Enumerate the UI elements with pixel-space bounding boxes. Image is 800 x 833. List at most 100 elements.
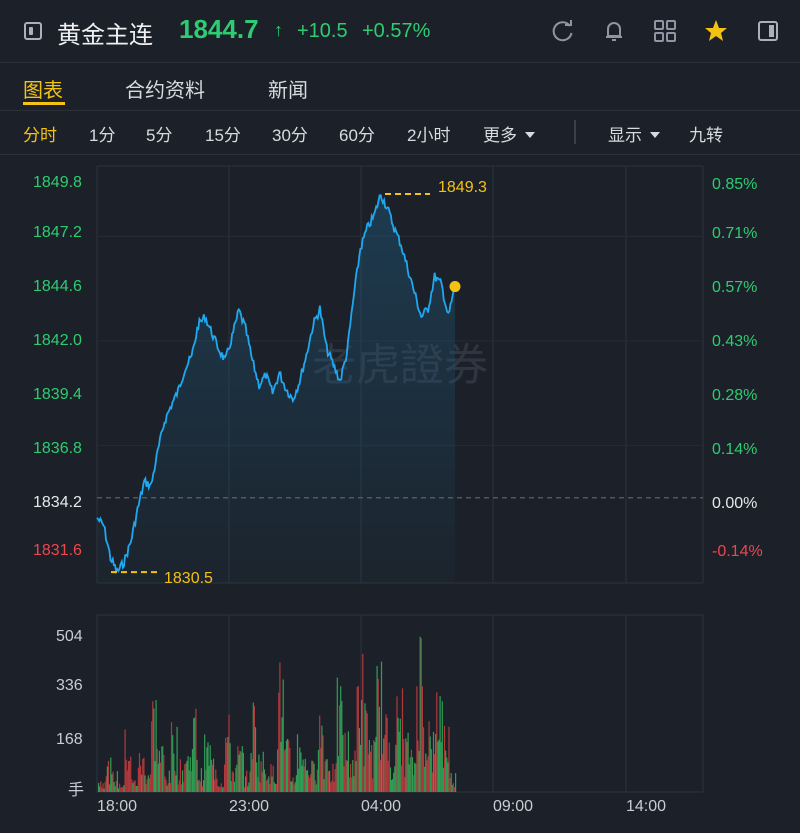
- volume-bar: [345, 759, 347, 792]
- high-label: 1849.3: [438, 179, 487, 196]
- volume-bar: [126, 770, 128, 792]
- volume-bar: [100, 781, 102, 792]
- volume-bar: [175, 775, 177, 792]
- panel-icon[interactable]: [755, 18, 781, 44]
- volume-bar: [380, 661, 383, 792]
- period-15m[interactable]: 15分: [205, 126, 241, 145]
- volume-tick: 168: [56, 731, 83, 748]
- nine-turn-toggle[interactable]: 九转: [689, 126, 723, 145]
- volume-bar: [377, 679, 379, 792]
- volume-bar: [169, 783, 171, 792]
- volume-bar: [288, 740, 290, 792]
- volume-bar: [376, 665, 378, 792]
- volume-bar: [353, 776, 355, 792]
- volume-bar: [426, 760, 428, 792]
- volume-bar: [269, 784, 271, 792]
- volume-bar: [144, 775, 146, 792]
- period-5m[interactable]: 5分: [146, 126, 173, 145]
- volume-bar: [389, 767, 391, 792]
- refresh-icon[interactable]: [550, 18, 576, 44]
- volume-bar: [245, 776, 247, 792]
- price-line: [96, 194, 456, 575]
- volume-bar: [435, 734, 437, 792]
- volume-bar: [331, 780, 333, 792]
- volume-bar: [352, 760, 354, 792]
- caret-down-icon: [650, 131, 660, 138]
- sidebar-icon[interactable]: [24, 22, 42, 40]
- volume-bar: [254, 727, 257, 792]
- volume-bar: [204, 734, 206, 792]
- period-30m[interactable]: 30分: [272, 126, 308, 145]
- volume-bar: [284, 748, 286, 792]
- volume-bar: [408, 764, 410, 792]
- more-dropdown[interactable]: 更多: [483, 121, 535, 146]
- volume-bar: [319, 715, 321, 792]
- star-icon[interactable]: [703, 18, 729, 44]
- volume-bar: [329, 770, 331, 792]
- volume-bar: [361, 700, 363, 792]
- volume-bar: [343, 766, 345, 792]
- volume-bar: [180, 784, 183, 792]
- volume-bar: [413, 775, 415, 792]
- volume-bar: [154, 761, 156, 792]
- volume-bar: [321, 725, 323, 792]
- volume-bar: [190, 771, 192, 792]
- volume-bar: [123, 785, 125, 792]
- y-tick-left: 1836.8: [33, 440, 82, 457]
- tab-news[interactable]: 新闻: [268, 80, 308, 102]
- volume-bar: [212, 758, 215, 792]
- grid-icon[interactable]: [652, 18, 678, 44]
- volume-bar: [183, 781, 185, 792]
- volume-bar: [158, 750, 160, 792]
- volume-bar: [264, 774, 267, 792]
- tab-chart[interactable]: 图表: [23, 80, 63, 102]
- volume-bar: [233, 781, 236, 792]
- period-1m[interactable]: 1分: [89, 126, 116, 145]
- volume-bar: [256, 762, 258, 792]
- volume-bar: [243, 787, 246, 792]
- volume-bar: [148, 778, 150, 792]
- volume-bar: [287, 738, 289, 792]
- tab-contract-info[interactable]: 合约资料: [125, 80, 205, 102]
- volume-bar: [429, 736, 431, 792]
- volume-bar: [163, 755, 165, 792]
- volume-bar: [110, 757, 112, 792]
- volume-bar: [246, 770, 248, 792]
- bell-icon[interactable]: [601, 18, 627, 44]
- y-tick-right: 0.14%: [712, 441, 758, 458]
- volume-bar: [168, 770, 170, 792]
- volume-bar: [453, 787, 456, 792]
- volume-bar: [312, 761, 314, 792]
- volume-bar: [133, 781, 135, 792]
- volume-bar: [404, 777, 406, 792]
- divider: [574, 120, 576, 144]
- volume-bar: [407, 732, 409, 792]
- volume-bar: [159, 762, 162, 792]
- volume-bar: [431, 772, 433, 792]
- period-2h[interactable]: 2小时: [407, 126, 451, 145]
- volume-bar: [357, 686, 359, 792]
- display-dropdown[interactable]: 显示: [608, 121, 660, 146]
- volume-bar: [250, 753, 252, 792]
- volume-bar: [387, 760, 389, 792]
- volume-bar: [388, 742, 390, 792]
- volume-bar: [455, 773, 457, 792]
- volume-bar: [358, 728, 360, 792]
- price-change: +10.5: [297, 20, 348, 42]
- volume-bar: [384, 734, 386, 792]
- volume-bar: [398, 731, 400, 792]
- y-tick-left: 1842.0: [33, 332, 82, 349]
- volume-bar: [298, 768, 300, 792]
- volume-bar: [131, 779, 133, 792]
- volume-bar: [340, 686, 342, 792]
- volume-bar: [428, 721, 430, 792]
- volume-bar: [235, 768, 237, 792]
- volume-bar: [436, 692, 438, 792]
- volume-bar: [311, 760, 313, 792]
- volume-bar: [354, 750, 356, 792]
- period-intraday[interactable]: 分时: [23, 126, 57, 145]
- period-60m[interactable]: 60分: [339, 126, 375, 145]
- volume-bar: [375, 736, 377, 792]
- volume-bar: [445, 750, 447, 792]
